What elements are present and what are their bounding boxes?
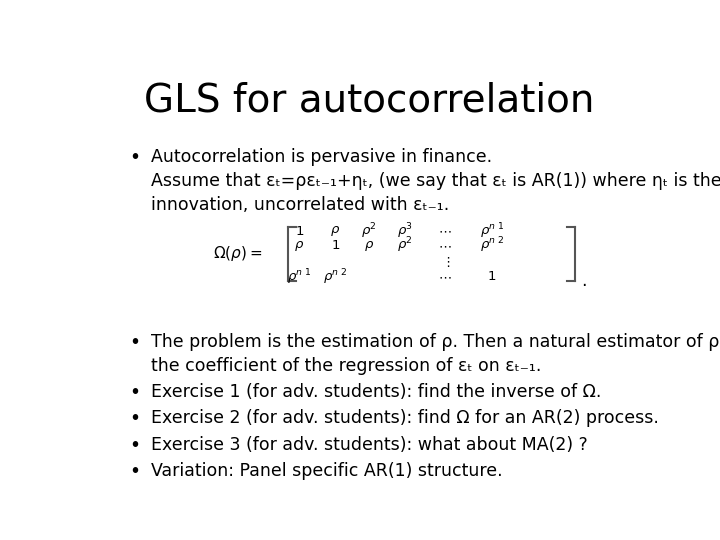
- Text: $\rho^2$: $\rho^2$: [361, 221, 377, 241]
- Text: •: •: [129, 333, 140, 352]
- Text: $\rho^{n\;2}$: $\rho^{n\;2}$: [480, 236, 504, 255]
- Text: $\rho$: $\rho$: [294, 239, 305, 253]
- Text: Autocorrelation is pervasive in finance.: Autocorrelation is pervasive in finance.: [151, 148, 492, 166]
- Text: $\rho^3$: $\rho^3$: [397, 221, 413, 241]
- Text: Exercise 3 (for adv. students): what about MA(2) ?: Exercise 3 (for adv. students): what abo…: [151, 436, 588, 454]
- Text: $1$: $1$: [487, 271, 496, 284]
- Text: $\rho$: $\rho$: [364, 239, 374, 253]
- Text: •: •: [129, 462, 140, 481]
- Text: $\rho^{n\;2}$: $\rho^{n\;2}$: [323, 267, 348, 287]
- Text: $\rho^2$: $\rho^2$: [397, 236, 413, 255]
- Text: Assume that εₜ=ρεₜ₋₁+ηₜ, (we say that εₜ is AR(1)) where ηₜ is the: Assume that εₜ=ρεₜ₋₁+ηₜ, (we say that εₜ…: [151, 172, 720, 190]
- Text: •: •: [129, 148, 140, 167]
- Text: $\Omega(\rho) =$: $\Omega(\rho) =$: [213, 245, 262, 264]
- Text: The problem is the estimation of ρ. Then a natural estimator of ρ is: The problem is the estimation of ρ. Then…: [151, 333, 720, 351]
- Text: $\cdots$: $\cdots$: [438, 239, 451, 252]
- Text: $\cdots$: $\cdots$: [438, 271, 451, 284]
- Text: Exercise 1 (for adv. students): find the inverse of Ω.: Exercise 1 (for adv. students): find the…: [151, 383, 602, 401]
- Text: $\rho^{n\;1}$: $\rho^{n\;1}$: [480, 221, 504, 241]
- Text: $\rho^{n\;1}$: $\rho^{n\;1}$: [287, 267, 312, 287]
- Text: $\vdots$: $\vdots$: [441, 255, 450, 269]
- Text: $\cdots$: $\cdots$: [438, 225, 451, 238]
- Text: •: •: [129, 436, 140, 455]
- Text: $\rho$: $\rho$: [330, 224, 341, 238]
- Text: the coefficient of the regression of εₜ on εₜ₋₁.: the coefficient of the regression of εₜ …: [151, 357, 541, 375]
- Text: GLS for autocorrelation: GLS for autocorrelation: [144, 82, 594, 119]
- Text: $1$: $1$: [331, 239, 340, 252]
- Text: •: •: [129, 383, 140, 402]
- Text: innovation, uncorrelated with εₜ₋₁.: innovation, uncorrelated with εₜ₋₁.: [151, 196, 449, 214]
- Text: .: .: [581, 272, 587, 290]
- Text: Exercise 2 (for adv. students): find Ω for an AR(2) process.: Exercise 2 (for adv. students): find Ω f…: [151, 409, 660, 428]
- Text: $1$: $1$: [294, 225, 304, 238]
- Text: Variation: Panel specific AR(1) structure.: Variation: Panel specific AR(1) structur…: [151, 462, 503, 480]
- Text: •: •: [129, 409, 140, 429]
